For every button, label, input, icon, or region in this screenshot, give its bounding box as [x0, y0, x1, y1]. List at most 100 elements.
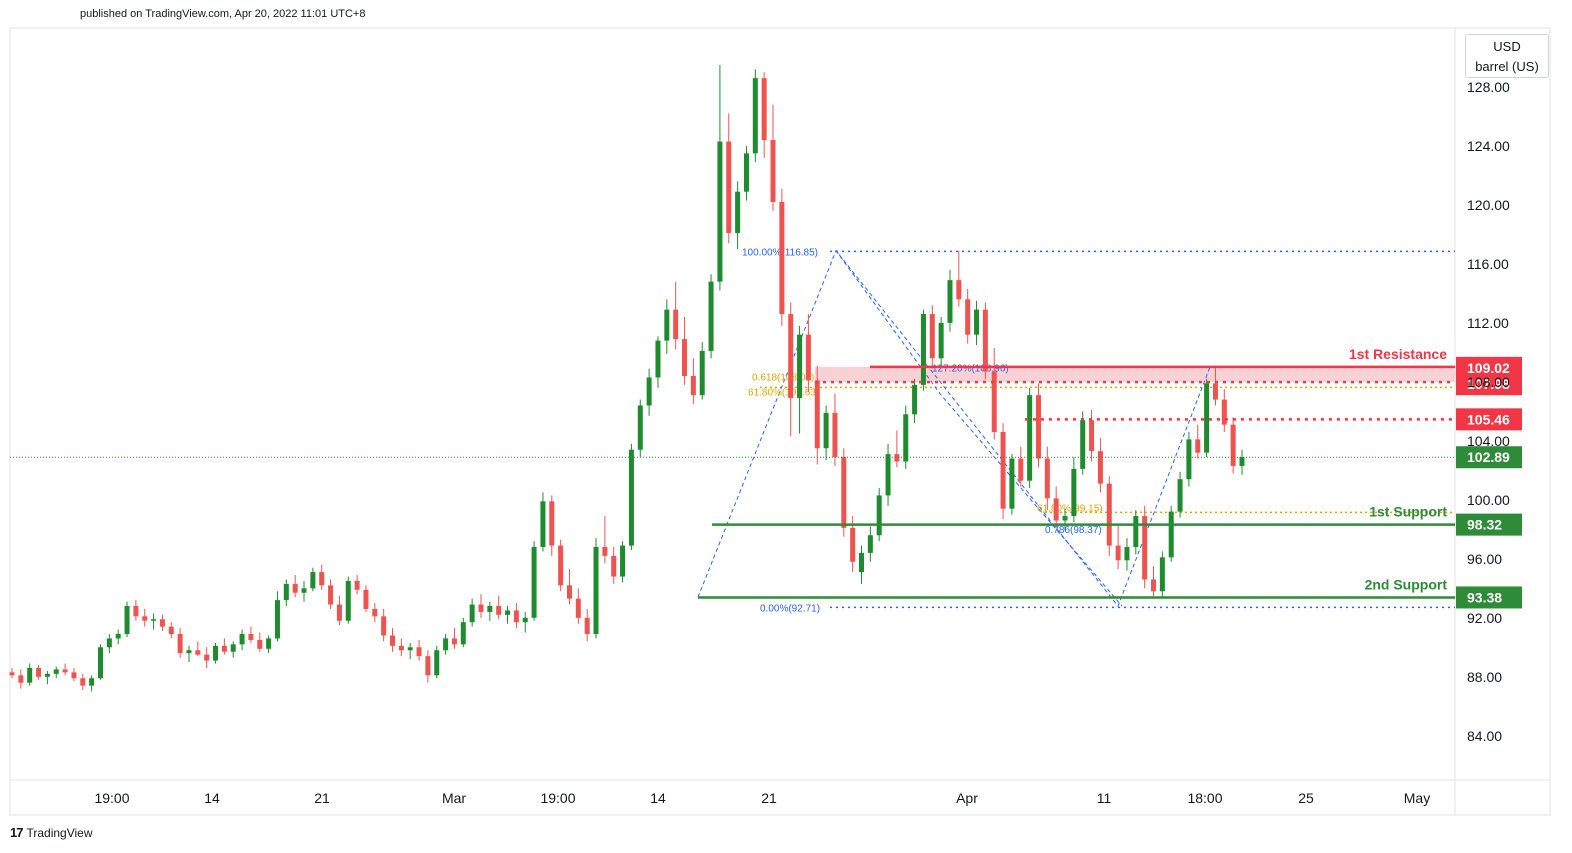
resistance-zone-fill: [815, 366, 1455, 383]
candle: [36, 664, 42, 680]
candle: [1115, 524, 1121, 570]
candle-body: [894, 454, 900, 462]
last-price-badge: [1456, 446, 1522, 469]
candle-body: [266, 638, 272, 649]
candle: [239, 629, 245, 651]
time-tick-label: 19:00: [94, 790, 129, 806]
price-tick-label: 120.00: [1467, 197, 1510, 213]
candle: [168, 622, 174, 639]
candle: [912, 378, 918, 424]
candle: [1080, 411, 1086, 475]
candle-body: [876, 495, 882, 536]
harmonic-path-b: [835, 250, 1123, 607]
candle-body: [80, 678, 86, 686]
candle-body: [1177, 479, 1183, 512]
fib-label: 127.20%(108.96): [932, 364, 1009, 375]
candle-body: [239, 634, 245, 645]
candle-body: [345, 580, 351, 621]
candle-body: [575, 598, 581, 618]
tradingview-brand[interactable]: 17 TradingView: [10, 825, 93, 840]
candle: [1159, 551, 1165, 598]
candle-body: [89, 678, 95, 686]
candle-body: [540, 501, 546, 548]
candle-body: [823, 412, 829, 449]
candle-body: [151, 619, 157, 621]
candle-body: [381, 616, 387, 636]
candle: [257, 632, 263, 652]
candle: [673, 281, 679, 350]
candle-body: [1062, 516, 1068, 521]
candle: [1168, 505, 1174, 562]
candle: [62, 663, 68, 676]
candle: [266, 635, 272, 654]
candle-body: [903, 414, 909, 462]
candle: [53, 666, 59, 679]
harmonic-path-a: [697, 249, 1211, 608]
candle: [1212, 365, 1218, 406]
candle-body: [867, 535, 873, 553]
time-tick-label: Apr: [956, 790, 978, 806]
candle-body: [1212, 383, 1218, 400]
candle: [584, 608, 590, 642]
time-tick-label: May: [1404, 790, 1430, 806]
candle: [858, 545, 864, 584]
candle-body: [248, 634, 254, 640]
candle: [726, 113, 732, 244]
price-tick-label: 116.00: [1467, 256, 1509, 272]
candle-body: [274, 600, 280, 639]
candle-body: [1035, 395, 1041, 459]
candle: [186, 645, 192, 663]
candle-body: [1195, 439, 1201, 453]
time-tick-label: Mar: [442, 790, 466, 806]
candle: [513, 603, 519, 629]
candle: [699, 342, 705, 400]
candle-body: [204, 654, 210, 661]
candle-body: [1027, 395, 1033, 481]
candle: [920, 309, 926, 391]
time-tick-label: 14: [650, 790, 666, 806]
candle-body: [947, 280, 953, 323]
candle: [708, 274, 714, 359]
candle-body: [443, 638, 449, 651]
candle: [575, 588, 581, 624]
candle-body: [885, 454, 891, 496]
candle-body: [1168, 511, 1174, 558]
candle-body: [1097, 451, 1103, 484]
fib-label: 0.618(108.04): [752, 372, 814, 383]
candle-body: [1159, 557, 1165, 592]
candle: [805, 314, 811, 393]
candle: [27, 663, 33, 686]
candle: [44, 670, 50, 685]
candle-body: [602, 547, 608, 556]
candle-body: [487, 606, 493, 612]
price-badge-text: 107.98: [1467, 376, 1510, 392]
price-badge-text: 93.38: [1467, 589, 1502, 605]
time-axis[interactable]: 19:00 14 21 Mar 19:00 14 21 Apr 11 18:00 25 May: [94, 790, 1430, 806]
candle-body: [354, 580, 360, 590]
candle-body: [505, 610, 511, 615]
candle: [80, 673, 86, 691]
candle: [735, 181, 741, 250]
candle: [301, 580, 307, 602]
price-tick-label: 108.00: [1467, 374, 1510, 390]
price-tick-label: 100.00: [1467, 492, 1510, 508]
candle: [646, 368, 652, 416]
candle: [460, 617, 466, 648]
candle: [283, 579, 289, 607]
time-tick-label: 25: [1298, 790, 1314, 806]
candle-body: [1221, 399, 1227, 425]
price-axis[interactable]: 128.00 124.00 120.00 116.00 112.00 108.00 104.…: [1467, 79, 1510, 744]
candle: [1186, 432, 1192, 487]
candle-body: [797, 334, 803, 399]
candle: [1204, 378, 1210, 458]
fib-label: 61.80%(99.15): [1037, 503, 1103, 514]
currency-unit-selector[interactable]: USD barrel (US): [1465, 34, 1549, 78]
candle: [407, 642, 413, 660]
candle-body: [637, 405, 643, 450]
candle-body: [310, 572, 316, 589]
candle-body: [159, 619, 165, 627]
candle: [9, 667, 15, 679]
candle: [832, 393, 838, 466]
candle-body: [991, 371, 997, 433]
